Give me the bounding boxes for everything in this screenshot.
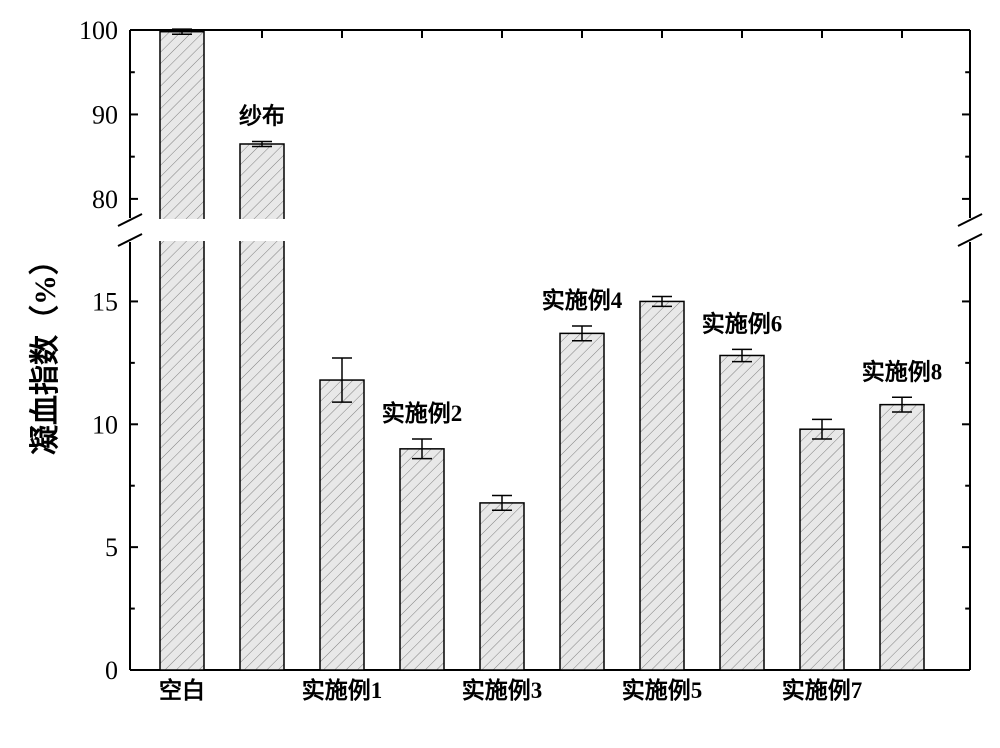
bar-chart: 0 5 10 15 80 90 100 空白 实施例1 实施例3 实施例5 实施例7 凝血指数（%） 纱… (10, 10, 990, 738)
bar-blank-lower (160, 240, 204, 670)
y-tick-label: 0 (105, 656, 118, 685)
y-axis-title: 凝血指数（%） (28, 245, 62, 455)
bar-ex7 (800, 429, 844, 670)
y-tick-label: 90 (92, 100, 118, 129)
bar-ex1 (320, 380, 364, 670)
bar-gauze-lower (240, 240, 284, 670)
bar-label-gauze: 纱布 (239, 102, 285, 128)
bar-label-ex8: 实施例8 (862, 358, 943, 384)
bar-gauze-upper (240, 144, 284, 220)
x-tick-label: 实施例3 (462, 677, 543, 703)
chart-container: 0 5 10 15 80 90 100 空白 实施例1 实施例3 实施例5 实施例7 凝血指数（%） 纱… (10, 10, 990, 738)
bar-ex5 (640, 301, 684, 670)
bar-blank-upper (160, 32, 204, 220)
x-tick-label: 实施例1 (302, 677, 383, 703)
bar-ex4 (560, 333, 604, 670)
bar-label-ex6: 实施例6 (702, 310, 783, 336)
bar-ex8 (880, 405, 924, 670)
y-tick-label: 15 (92, 287, 118, 316)
bar-ex2 (400, 449, 444, 670)
bar-label-ex2: 实施例2 (382, 400, 463, 426)
x-tick-label: 空白 (159, 677, 205, 703)
x-tick-label: 实施例5 (622, 677, 703, 703)
bar-label-ex4: 实施例4 (542, 287, 623, 313)
y-tick-label: 10 (92, 410, 118, 439)
bar-ex6 (720, 355, 764, 670)
y-tick-label: 80 (92, 185, 118, 214)
bar-ex3 (480, 503, 524, 670)
y-tick-label: 5 (105, 533, 118, 562)
x-tick-label: 实施例7 (782, 677, 863, 703)
y-tick-label: 100 (79, 16, 118, 45)
